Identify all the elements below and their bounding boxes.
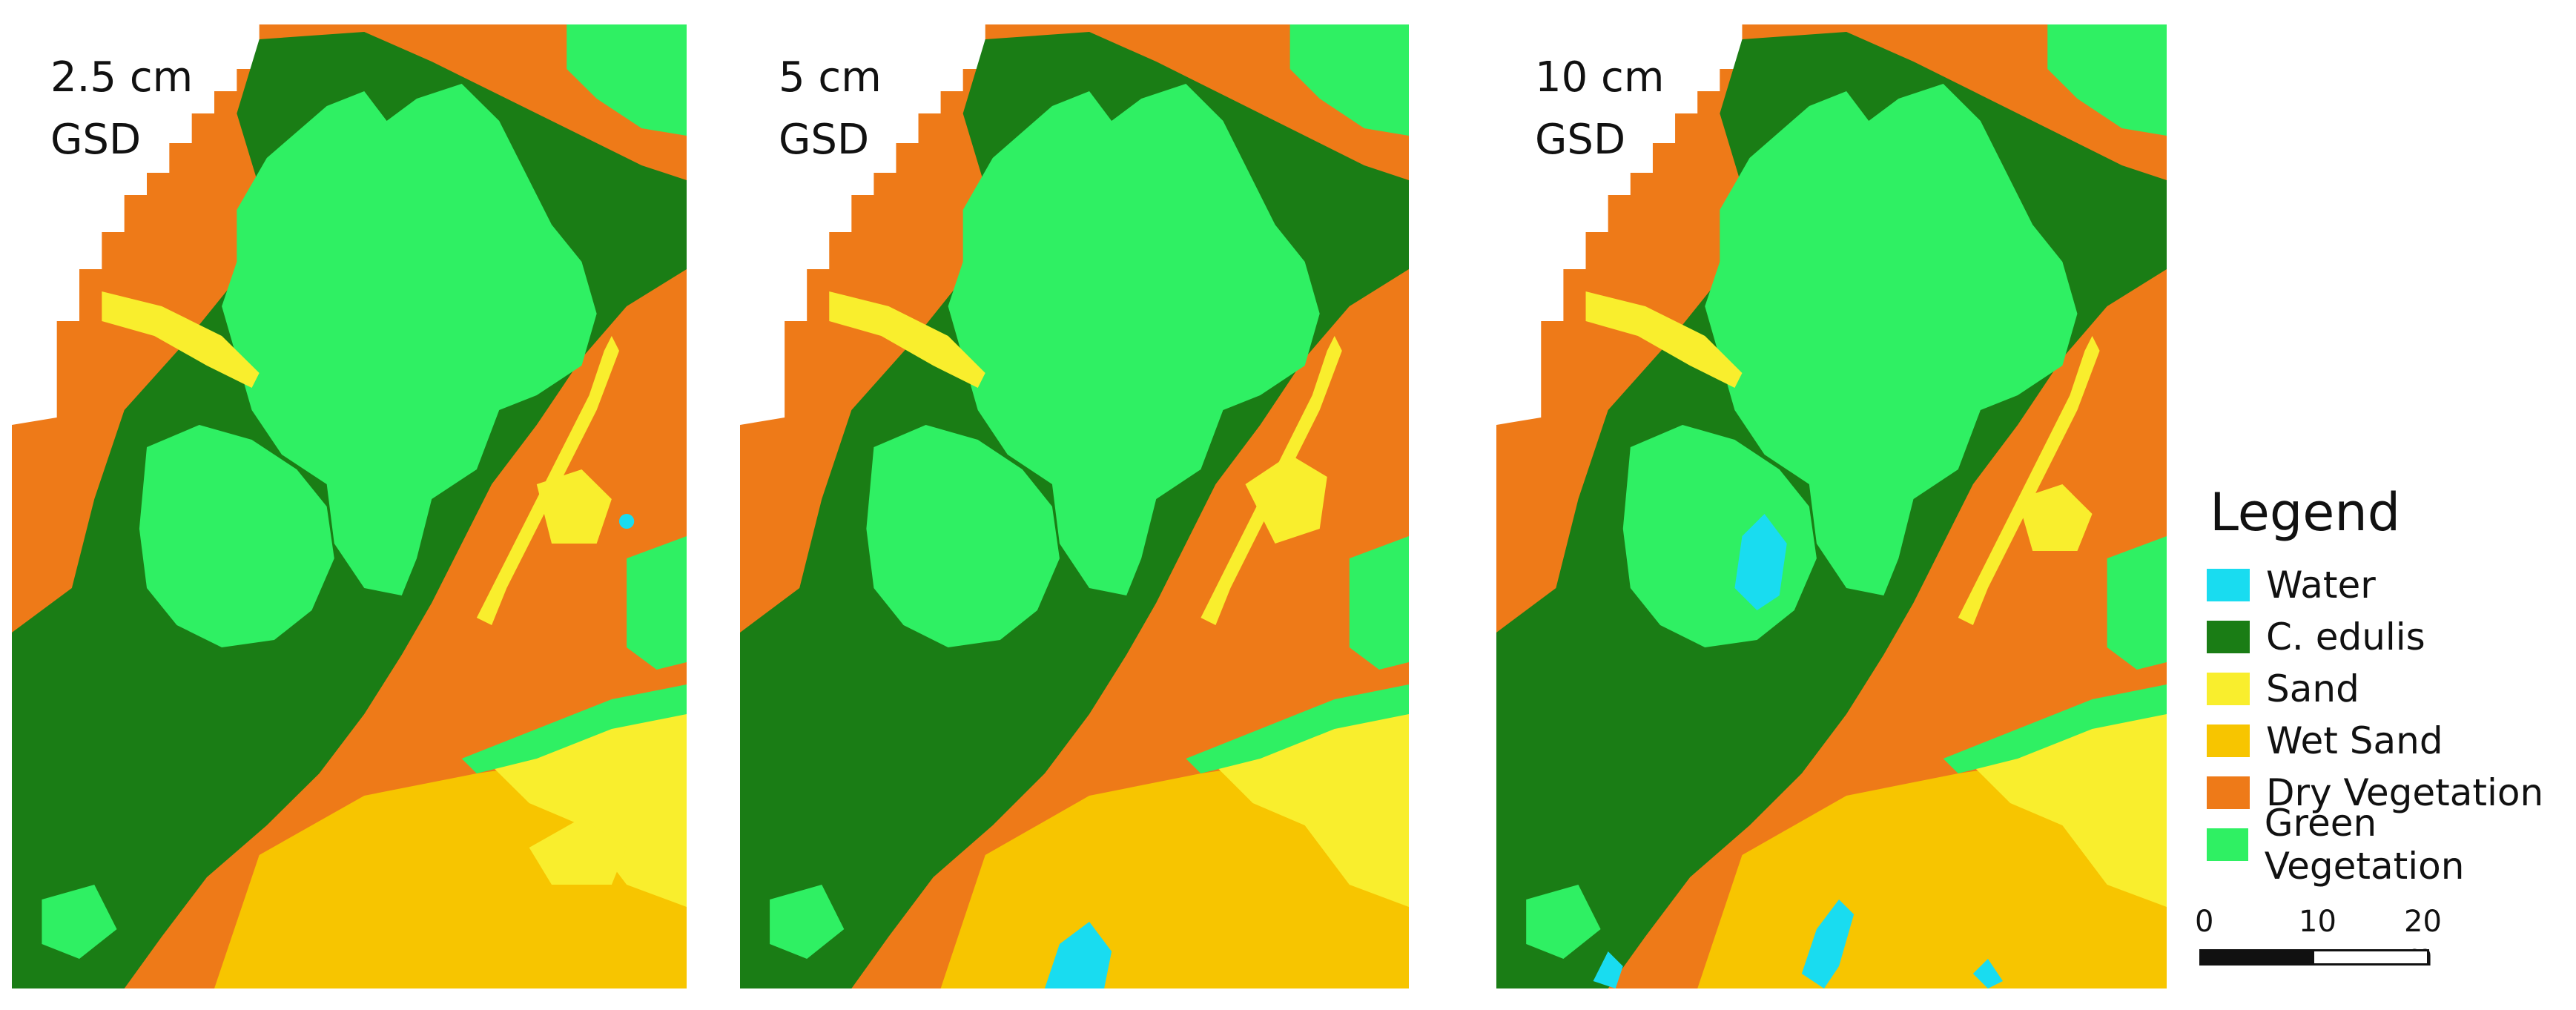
map-panel-5cm: 5 cm GSD [740, 24, 1409, 988]
legend-label: Wet Sand [2266, 719, 2443, 762]
map-panel-2-5cm: 2.5 cm GSD [12, 24, 687, 988]
legend-swatch [2207, 621, 2250, 653]
legend-item-green-vegetation: Green Vegetation [2207, 802, 2576, 888]
classification-map [740, 24, 1409, 988]
scale-tick: 10 [2299, 905, 2336, 939]
legend-label: C. edulis [2266, 615, 2425, 659]
legend-label: Sand [2266, 667, 2359, 710]
gsd-label: 10 cm GSD [1535, 53, 1665, 164]
legend-item-wet-sand: Wet Sand [2207, 715, 2576, 767]
legend-item-sand: Sand [2207, 663, 2576, 715]
gsd-label: 5 cm GSD [779, 53, 882, 164]
legend-swatch [2207, 569, 2250, 601]
legend-label: Water [2266, 564, 2376, 607]
legend-swatch [2207, 725, 2250, 757]
legend-item-water: Water [2207, 559, 2576, 611]
legend: Legend Water C. edulis Sand Wet Sand Dry… [2207, 482, 2576, 888]
legend-title: Legend [2210, 482, 2401, 543]
scale-segment [2202, 951, 2314, 963]
legend-label: Green Vegetation [2264, 802, 2465, 888]
legend-item-c-edulis: C. edulis [2207, 611, 2576, 663]
map-panel-10cm: 10 cm GSD [1496, 24, 2167, 988]
classification-map [12, 24, 687, 988]
legend-swatch [2207, 776, 2250, 809]
legend-swatch [2207, 828, 2248, 861]
scale-segment [2314, 951, 2427, 963]
scale-tick: 0 [2195, 905, 2214, 939]
legend-label: Dry Vegetation [2266, 771, 2544, 814]
gsd-label: 2.5 cm GSD [50, 53, 194, 164]
classification-map [1496, 24, 2167, 988]
legend-item-dry-vegetation: Dry Vegetation [2207, 767, 2576, 819]
scale-bar: 0 10 20 m [2195, 905, 2442, 973]
scale-bar-graphic [2199, 949, 2429, 966]
legend-swatch [2207, 673, 2250, 705]
